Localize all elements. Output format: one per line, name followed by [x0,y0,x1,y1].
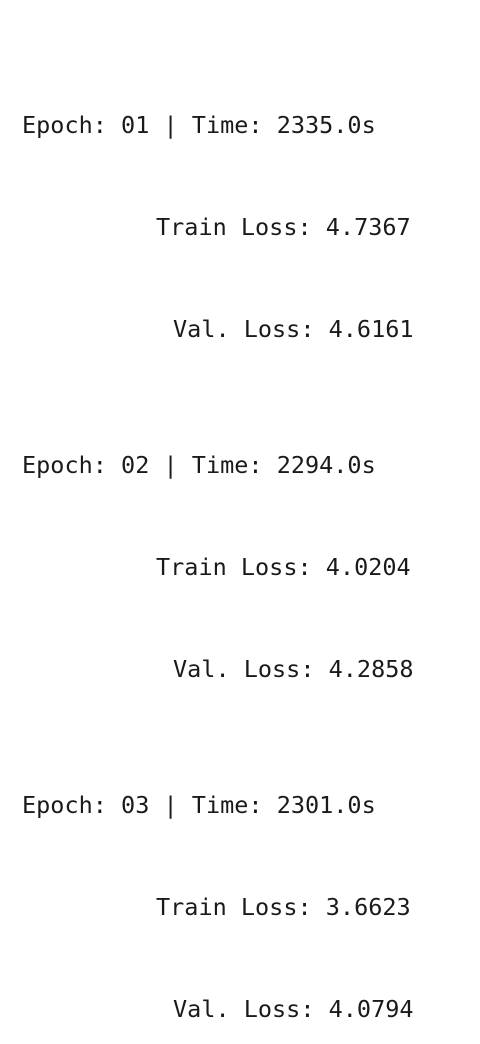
epoch-line: Epoch: 03 | Time: 2301.0s [22,788,472,822]
separator: | [149,111,192,139]
epoch-line: Epoch: 01 | Time: 2335.0s [22,108,472,142]
train-loss-value: 4.0204 [325,553,411,581]
separator: | [149,451,192,479]
val-loss-line: Val. Loss: 4.0794 [22,992,472,1026]
epoch-time: 2301.0s [276,791,376,819]
epoch-line: Epoch: 02 | Time: 2294.0s [22,448,472,482]
separator: | [149,791,192,819]
console-output: Epoch: 01 | Time: 2335.0s Train Loss: 4.… [22,6,472,1044]
epoch-number: 02 [121,451,150,479]
epoch-time: 2335.0s [276,111,376,139]
train-loss-line: Train Loss: 3.6623 [22,890,472,924]
time-label: Time: [191,791,277,819]
train-loss-label: Train Loss: [156,893,326,921]
time-label: Time: [191,111,277,139]
val-loss-label: Val. Loss: [173,995,329,1023]
train-loss-label: Train Loss: [156,213,326,241]
time-label: Time: [191,451,277,479]
val-loss-value: 4.0794 [328,995,414,1023]
train-loss-label: Train Loss: [156,553,326,581]
epoch-label: Epoch: [22,111,122,139]
train-loss-line: Train Loss: 4.7367 [22,210,472,244]
train-loss-value: 3.6623 [325,893,411,921]
val-loss-label: Val. Loss: [173,315,329,343]
val-loss-value: 4.2858 [328,655,414,683]
val-loss-line: Val. Loss: 4.6161 [22,312,472,346]
val-loss-value: 4.6161 [328,315,414,343]
train-loss-value: 4.7367 [325,213,411,241]
val-loss-line: Val. Loss: 4.2858 [22,652,472,686]
epoch-time: 2294.0s [276,451,376,479]
train-loss-line: Train Loss: 4.0204 [22,550,472,584]
epoch-number: 01 [121,111,150,139]
epoch-label: Epoch: [22,451,122,479]
epoch-number: 03 [121,791,150,819]
epoch-label: Epoch: [22,791,122,819]
val-loss-label: Val. Loss: [173,655,329,683]
